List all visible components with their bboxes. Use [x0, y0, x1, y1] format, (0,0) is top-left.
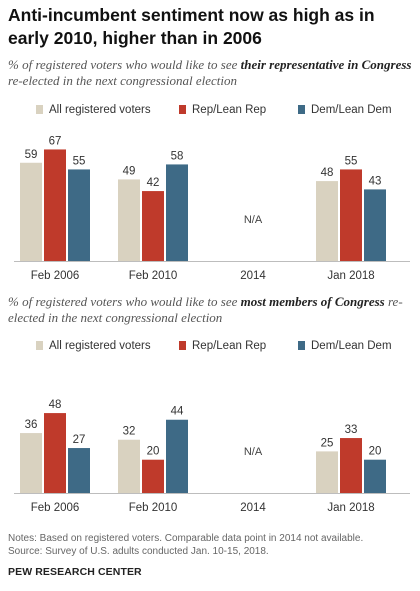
x-tick-label: Jan 2018 [327, 270, 374, 282]
chart-1-subtitle-emphasis: their representative in Congress [240, 57, 412, 72]
x-tick-label: 2014 [240, 502, 266, 514]
data-label: 48 [321, 167, 334, 179]
legend-label: Rep/Lean Rep [192, 104, 267, 116]
legend-item-rep: Rep/Lean Rep [179, 104, 266, 116]
x-tick-label: 2014 [240, 270, 266, 282]
bar-2-0-0 [20, 433, 42, 493]
source-text: Source: Survey of U.S. adults conducted … [8, 545, 269, 557]
na-label: N/A [244, 446, 263, 458]
x-tick-label: Feb 2010 [129, 502, 178, 514]
legend-item-rep: Rep/Lean Rep [179, 340, 266, 352]
data-label: 58 [171, 150, 184, 162]
bar-2-1-0 [118, 439, 140, 493]
data-label: 20 [369, 446, 382, 458]
bar-1-3-0 [316, 181, 338, 261]
x-tick-label: Feb 2006 [31, 502, 80, 514]
bar-1-3-1 [340, 169, 362, 261]
data-label: 27 [73, 434, 86, 446]
data-label: 55 [73, 155, 86, 167]
data-label: 49 [123, 165, 136, 177]
chart-2-legend: All registered voters Rep/Lean Rep Dem/L… [36, 340, 416, 356]
bar-2-0-2 [68, 448, 90, 493]
data-label: 43 [369, 175, 382, 187]
legend-label: Dem/Lean Dem [311, 340, 392, 352]
bar-1-0-2 [68, 169, 90, 261]
bar-2-3-2 [364, 459, 386, 493]
legend-label: All registered voters [49, 104, 151, 116]
na-label: N/A [244, 214, 263, 226]
bar-2-1-2 [166, 419, 188, 493]
bar-1-0-0 [20, 162, 42, 261]
chart-1-subtitle-part-2: re-elected in the next congressional ele… [8, 73, 237, 88]
legend-swatch [36, 105, 43, 114]
legend-label: Dem/Lean Dem [311, 104, 392, 116]
legend-swatch [179, 341, 186, 350]
notes-text: Notes: Based on registered voters. Compa… [8, 533, 364, 544]
legend-item-all-voters: All registered voters [36, 104, 151, 116]
data-label: 59 [25, 149, 38, 161]
chart-2-subtitle-part-2: re-elected in the next congressional ele… [8, 294, 403, 325]
legend-item-dem: Dem/Lean Dem [298, 340, 392, 352]
bar-1-1-1 [142, 191, 164, 261]
data-label: 36 [25, 419, 38, 431]
legend-swatch [298, 341, 305, 350]
chart-1-subtitle-part-1: % of registered voters who would like to… [8, 57, 241, 72]
bar-2-3-1 [340, 438, 362, 493]
chart-title: Anti-incumbent sentiment now as high as … [8, 5, 375, 48]
legend-label: All registered voters [49, 340, 151, 352]
bar-1-1-2 [166, 164, 188, 261]
data-label: 33 [345, 424, 358, 436]
bar-1-0-1 [44, 149, 66, 261]
chart-1-plot: 59 67 55 Feb 2006 49 42 58 Feb 2010 N/A 2014 48 55 4… [14, 135, 410, 282]
bar-2-3-0 [316, 451, 338, 493]
bar-1-3-2 [364, 189, 386, 261]
data-label: 67 [49, 135, 62, 147]
data-label: 42 [147, 177, 160, 189]
x-tick-label: Feb 2006 [31, 270, 80, 282]
chart-2-subtitle: % of registered voters who would like to… [8, 294, 412, 326]
legend-swatch [298, 105, 305, 114]
bar-2-1-1 [142, 459, 164, 493]
data-label: 25 [321, 437, 334, 449]
data-label: 44 [171, 406, 184, 418]
pew-logo-text: PEW RESEARCH CENTER [8, 566, 142, 578]
x-tick-label: Feb 2010 [129, 270, 178, 282]
chart-1-subtitle: % of registered voters who would like to… [8, 57, 412, 89]
legend-item-all-voters: All registered voters [36, 340, 151, 352]
bar-2-0-1 [44, 413, 66, 493]
chart-2-subtitle-emphasis: most members of Congress [240, 294, 385, 309]
bar-1-1-0 [118, 179, 140, 261]
x-tick-label: Jan 2018 [327, 502, 374, 514]
legend-item-dem: Dem/Lean Dem [298, 104, 392, 116]
legend-label: Rep/Lean Rep [192, 340, 267, 352]
chart-2-plot: 36 48 27 Feb 2006 32 20 44 Feb 2010 N/A 2014 25 33 2… [14, 399, 410, 514]
data-label: 48 [49, 399, 62, 411]
notes: Notes: Based on registered voters. Compa… [8, 533, 412, 558]
data-label: 32 [123, 426, 136, 438]
chart-2-subtitle-part-1: % of registered voters who would like to… [8, 294, 241, 309]
data-label: 55 [345, 155, 358, 167]
chart-1-legend: All registered voters Rep/Lean Rep Dem/L… [36, 104, 416, 120]
data-label: 20 [147, 446, 160, 458]
legend-swatch [179, 105, 186, 114]
legend-swatch [36, 341, 43, 350]
